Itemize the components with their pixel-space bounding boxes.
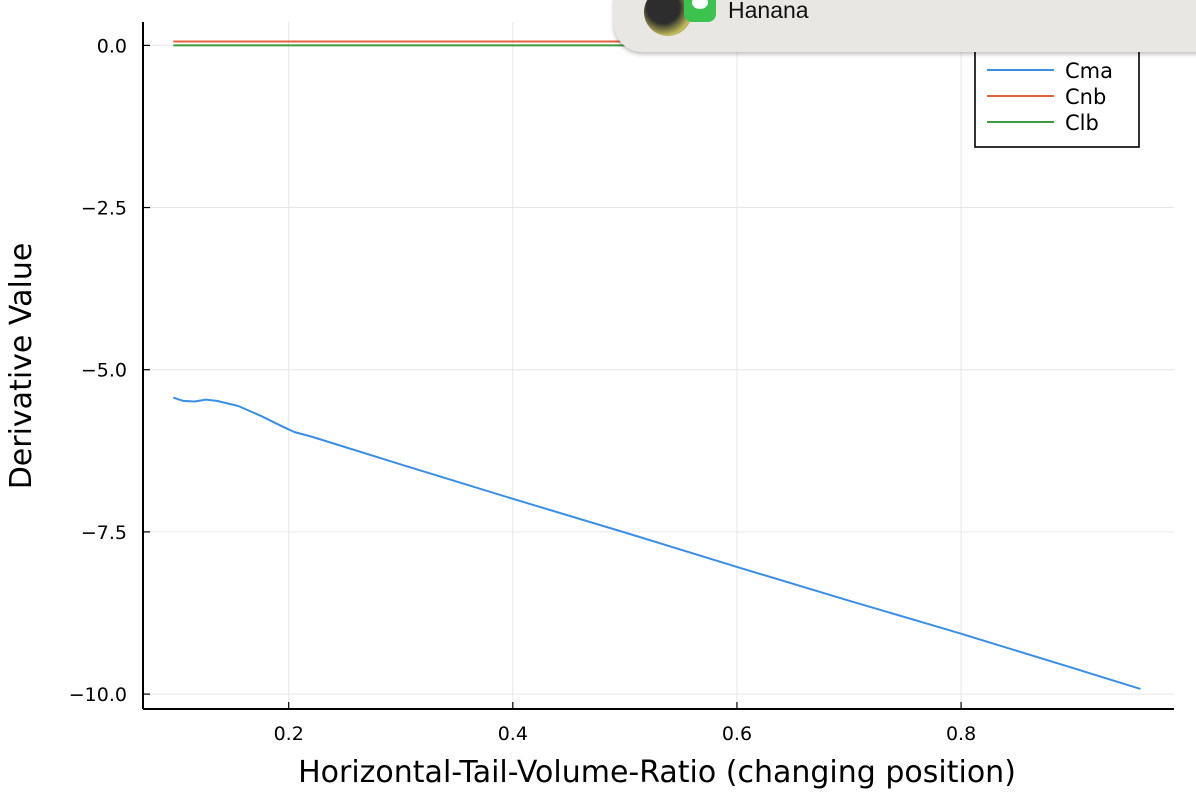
x-axis-label: Horizontal-Tail-Volume-Ratio (changing p… xyxy=(298,755,1016,790)
axes xyxy=(142,22,1174,710)
series-line-cma xyxy=(172,396,1141,690)
ticks: 0.2 0.4 0.6 0.8 0.0 −2.5 −5.0 −7.5 −10.0 xyxy=(69,35,976,745)
y-tick-label: −10.0 xyxy=(69,684,127,706)
legend-label-cma: Cma xyxy=(1065,59,1113,83)
y-tick-label: −7.5 xyxy=(81,522,127,544)
y-tick-label: 0.0 xyxy=(97,35,127,57)
legend-label-clb: Clb xyxy=(1065,111,1099,135)
messages-icon xyxy=(684,0,716,22)
legend-label-cnb: Cnb xyxy=(1065,85,1106,109)
y-tick-label: −2.5 xyxy=(81,198,127,220)
x-tick-label: 0.8 xyxy=(946,723,976,745)
x-tick-label: 0.4 xyxy=(498,723,528,745)
y-tick-label: −5.0 xyxy=(81,360,127,382)
notification-sender: Hanana xyxy=(728,0,809,23)
y-axis-label: Derivative Value xyxy=(4,243,39,490)
notification-banner[interactable]: Hanana xyxy=(614,0,1196,52)
x-tick-label: 0.6 xyxy=(722,723,752,745)
x-tick-label: 0.2 xyxy=(274,723,304,745)
